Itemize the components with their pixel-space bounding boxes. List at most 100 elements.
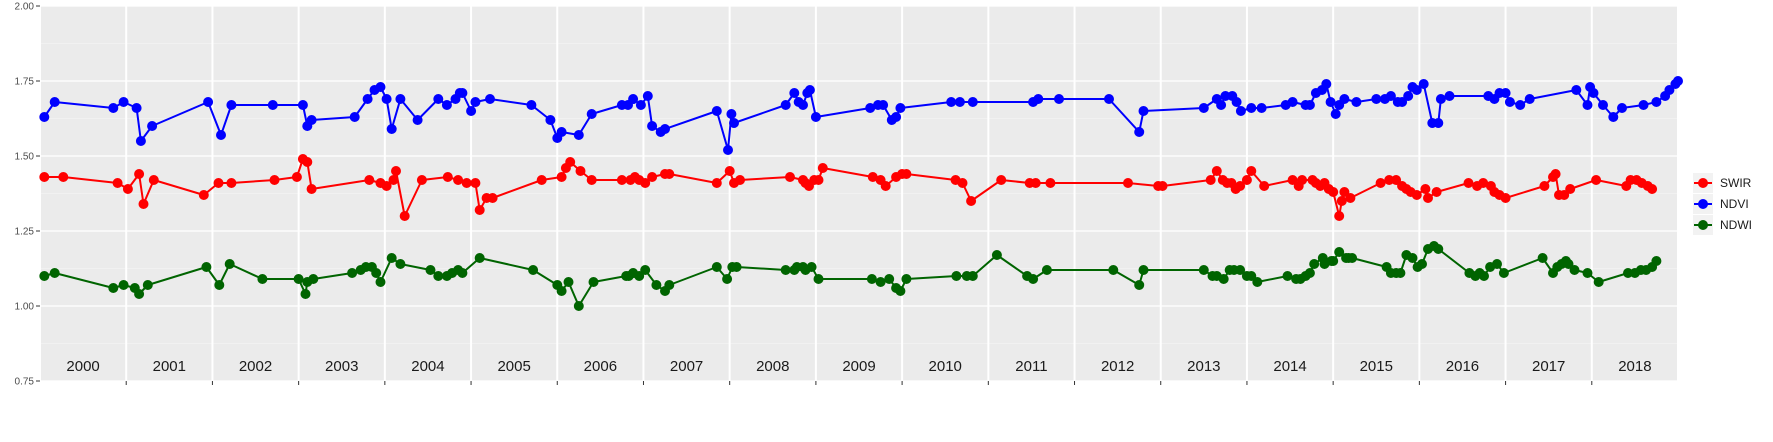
ndwi-point (347, 268, 358, 278)
ndwi-point (1138, 265, 1149, 275)
ndvi-point (1515, 100, 1526, 110)
swir-point (461, 178, 472, 188)
ndwi-point (118, 280, 129, 290)
ndvi-point (1651, 97, 1662, 107)
swir-point (966, 196, 977, 206)
swir-point (453, 175, 464, 185)
ndwi-point (951, 271, 962, 281)
legend-key-ndvi (1698, 199, 1708, 209)
ndvi-point (470, 97, 481, 107)
ndvi-point (1418, 79, 1429, 89)
ndwi-point (1252, 277, 1263, 287)
ndwi-point (780, 265, 791, 275)
year-labels: 2000 2001 2002 2003 2004 2005 2006 2007 2008 2009… (66, 358, 1651, 375)
swir-point (1647, 184, 1658, 194)
ndvi-point (647, 121, 658, 131)
swir-point (880, 181, 891, 191)
swir-point (388, 175, 399, 185)
legend-key-swir (1698, 178, 1708, 188)
ndvi-point (1220, 91, 1231, 101)
ndvi-point (1325, 97, 1336, 107)
series-layer (39, 76, 1683, 311)
ndwi-point (1334, 247, 1345, 257)
ndvi-point (216, 130, 226, 140)
ndvi-point (878, 100, 889, 110)
ndvi-point (1571, 85, 1582, 95)
ndvi-point (131, 103, 142, 113)
swir-point (616, 175, 627, 185)
y-tick-label: 1.50 (15, 152, 35, 163)
year-label: 2017 (1532, 358, 1565, 375)
x-axis (125, 381, 1593, 385)
ndwi-point (813, 274, 824, 284)
ndvi-point (39, 112, 50, 122)
ndvi-point (573, 130, 584, 140)
ndvi-point (441, 100, 452, 110)
swir-point (1478, 178, 1489, 188)
series-ndvi (39, 76, 1683, 155)
ndwi-point (257, 274, 268, 284)
swir-point (138, 199, 149, 209)
swir-point (442, 172, 453, 182)
ndvi-point (729, 118, 739, 128)
ndwi-point (556, 286, 567, 296)
ndwi-point (1134, 280, 1145, 290)
ndvi-point (395, 94, 406, 104)
swir-point (226, 178, 237, 188)
ndvi-point (642, 91, 653, 101)
ndwi-point (1537, 253, 1548, 263)
swir-point (1297, 175, 1308, 185)
swir-point (996, 175, 1007, 185)
ndvi-point (1351, 97, 1362, 107)
ndwi-point (474, 253, 485, 263)
ndvi-point (1198, 103, 1209, 113)
ndvi-point (810, 112, 821, 122)
swir-point (647, 172, 658, 182)
ndwi-point (651, 280, 662, 290)
swir-point (391, 166, 401, 176)
swir-point (1205, 175, 1216, 185)
series-ndwi (39, 241, 1662, 311)
year-label: 2012 (1101, 358, 1134, 375)
swir-point (1328, 187, 1339, 197)
ndvi-point (457, 88, 468, 98)
ndvi-point (1582, 100, 1593, 110)
ndvi-point (349, 112, 360, 122)
swir-point (586, 175, 597, 185)
swir-point (664, 169, 675, 179)
swir-point (867, 172, 878, 182)
ndvi-point (375, 82, 386, 92)
ndvi-point (804, 85, 815, 95)
ndvi-point (118, 97, 129, 107)
ndwi-point (1395, 268, 1406, 278)
ndvi-point (789, 88, 800, 98)
ndvi-point (723, 145, 733, 155)
swir-point (724, 166, 735, 176)
y-tick-label: 2.00 (15, 2, 35, 13)
ndwi-point (293, 274, 304, 284)
ndvi-point (1235, 106, 1246, 116)
swir-point (536, 175, 547, 185)
swir-point (381, 181, 392, 191)
ndvi-point (1524, 94, 1535, 104)
ndvi-point (1435, 94, 1446, 104)
ndwi-point (731, 262, 742, 272)
swir-point (565, 157, 576, 167)
ndvi-point (226, 100, 237, 110)
ndvi-point (1411, 85, 1422, 95)
year-label: 2006 (584, 358, 617, 375)
ndvi-point (1054, 94, 1064, 104)
year-label: 2005 (497, 358, 530, 375)
ndvi-point (526, 100, 537, 110)
ndvi-point (628, 94, 639, 104)
swir-point (817, 163, 828, 173)
swir-point (1550, 169, 1561, 179)
swir-point (785, 172, 795, 182)
series-swir (39, 154, 1658, 221)
ndwi-point (1328, 256, 1339, 266)
ndwi-point (1108, 265, 1119, 275)
ndwi-point (1582, 268, 1593, 278)
ndwi-point (457, 268, 468, 278)
ndwi-point (425, 265, 436, 275)
